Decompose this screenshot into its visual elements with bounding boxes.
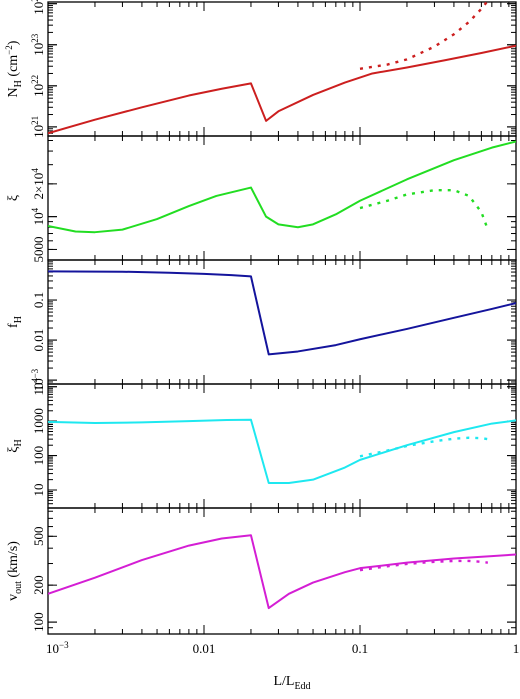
x-tick-label-text: 0.01 <box>193 641 216 656</box>
y-tick-label-text: 100 <box>31 612 46 632</box>
y-axis-label-fH: fH <box>6 316 24 328</box>
panel-frame-xiH <box>47 383 517 509</box>
y-tick-label-base: 10 <box>31 125 46 138</box>
y-label-main: v <box>6 594 21 601</box>
x-tick-label: 10−3 <box>46 640 69 656</box>
y-axis-label-vout: vout (km/s) <box>6 541 24 601</box>
y-tick-label-text: 5000 <box>31 236 46 262</box>
y-tick-label-fH: 0.01 <box>31 329 46 352</box>
panel-vout: 100 200 500 vout (km/s) <box>6 507 517 635</box>
y-tick-label-NH: 1022 <box>30 75 46 97</box>
y-label-end: ) <box>6 40 21 45</box>
y-tick-label-base: 10 <box>31 382 46 395</box>
y-label-subscript: out <box>13 581 24 594</box>
y-tick-label-exponent: 21 <box>30 116 40 125</box>
y-tick-label-text: 500 <box>31 527 46 547</box>
y-tick-label-xi: 5000 <box>31 236 46 262</box>
y-label-main: ξ <box>6 446 21 452</box>
y-tick-label-xiH: 1000 <box>31 408 46 434</box>
y-tick-label-base: 10 <box>31 378 46 391</box>
x-tick-label-exponent: −3 <box>59 640 69 650</box>
y-label-main: N <box>6 87 21 97</box>
x-tick-label: 0.01 <box>193 641 216 656</box>
y-axis-label-xi: ξ <box>6 195 21 201</box>
y-tick-label-exponent: 22 <box>30 75 40 84</box>
y-tick-label-xi: 104 <box>30 207 46 225</box>
y-tick-label-text: 0.01 <box>31 329 46 352</box>
series-fH-solid <box>48 270 516 356</box>
y-tick-label-NH: 1024 <box>30 0 46 15</box>
y-tick-label-xiH: 10 <box>31 484 46 497</box>
y-tick-label-base: 10 <box>31 84 46 97</box>
y-tick-label-base: 10 <box>31 2 46 15</box>
x-tick-label-base: 10 <box>46 641 59 656</box>
series-xiH-solid <box>48 418 516 484</box>
y-label-rest: (km/s) <box>6 541 21 581</box>
y-tick-label-exponent: 4 <box>30 168 40 173</box>
y-tick-label-xiH: 104 <box>30 377 46 395</box>
y-tick-label-text: 1000 <box>31 408 46 434</box>
y-tick-label-text: 10 <box>31 484 46 497</box>
series-NH-solid <box>48 44 516 135</box>
panel-frame-xi <box>47 135 517 261</box>
panel-fH: 10−3 0.01 0.1 fH <box>6 259 517 391</box>
y-axis-label-NH: NH (cm−2) <box>4 40 24 97</box>
panel-NH: 1021102210231024NH (cm−2) <box>4 0 517 138</box>
y-tick-label-text: 0.1 <box>31 292 46 308</box>
y-tick-label-fH: 0.1 <box>31 292 46 308</box>
y-tick-label-NH: 1023 <box>30 33 46 56</box>
y-tick-label-text: 200 <box>31 575 46 595</box>
x-tick-label-text: 1 <box>513 641 520 656</box>
panel-frame-vout <box>47 507 517 635</box>
y-tick-label-vout: 100 <box>31 612 46 632</box>
y-tick-label-exponent: 24 <box>30 0 40 2</box>
y-tick-label-xi: 2×104 <box>30 168 46 200</box>
y-tick-label-NH: 1021 <box>30 116 46 138</box>
y-label-superscript: −2 <box>4 45 14 55</box>
series-NH-dotted <box>359 2 488 70</box>
y-label-subscript: H <box>13 80 24 87</box>
y-label-subscript: H <box>13 316 24 323</box>
y-tick-label-exponent: 23 <box>30 33 40 43</box>
y-axis-label-xiH: ξH <box>6 439 24 452</box>
series-xi-dotted <box>359 188 489 231</box>
series-vout-dotted <box>359 559 489 572</box>
x-axis-label: L/LEdd <box>273 674 310 692</box>
x-tick-label: 0.1 <box>352 641 368 656</box>
y-tick-label-exponent: 4 <box>30 377 40 382</box>
y-label-subscript: H <box>13 439 24 446</box>
x-tick-label-text: 0.1 <box>352 641 368 656</box>
x-tick-label: 1 <box>513 641 520 656</box>
y-label-main: ξ <box>6 195 21 201</box>
series-vout-solid <box>48 534 516 610</box>
y-tick-label-base: 2×10 <box>31 173 46 200</box>
y-label-main: f <box>6 323 21 328</box>
x-label-subscript: Edd <box>294 681 310 692</box>
panel-frame-NH <box>47 1 517 137</box>
y-tick-label-vout: 500 <box>31 527 46 547</box>
y-tick-label-vout: 200 <box>31 575 46 595</box>
panel-frame-fH <box>47 259 517 385</box>
x-label-main: L/L <box>273 674 294 689</box>
y-label-rest: (cm <box>6 55 21 80</box>
series-xi-solid <box>48 140 516 234</box>
y-tick-label-base: 10 <box>31 212 46 225</box>
y-tick-label-xiH: 100 <box>31 446 46 466</box>
y-tick-label-exponent: −3 <box>30 368 40 378</box>
y-tick-label-text: 100 <box>31 446 46 466</box>
y-tick-label-base: 10 <box>31 43 46 56</box>
y-tick-label-fH: 10−3 <box>30 368 46 391</box>
y-tick-label-exponent: 4 <box>30 207 40 212</box>
